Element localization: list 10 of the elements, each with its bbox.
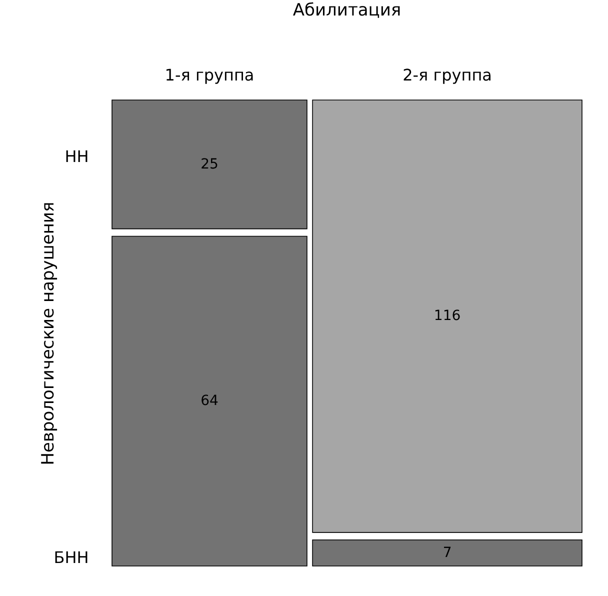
y-axis-title: Неврологические нарушения <box>38 202 58 466</box>
data-label: 64 <box>200 393 218 410</box>
data-label: 7 <box>442 544 452 561</box>
x-tick-label: 2-я группа <box>402 66 492 85</box>
y-tick-label: БНН <box>54 548 89 567</box>
data-label: 116 <box>434 308 461 324</box>
y-tick-label: НН <box>64 147 89 166</box>
chart-title: Абилитация <box>292 0 402 21</box>
x-tick-label: 1-я группа <box>164 66 254 85</box>
data-label: 25 <box>200 156 218 172</box>
